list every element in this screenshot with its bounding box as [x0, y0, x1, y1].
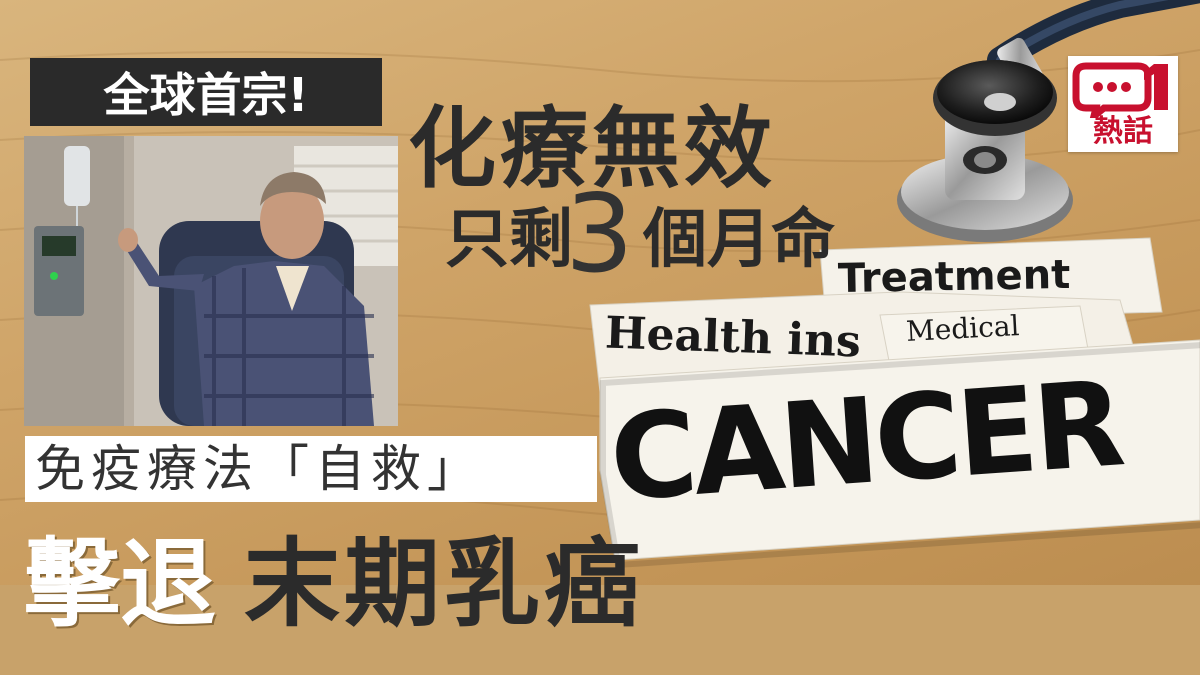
subheadline-band: 免疫療法「自救」: [25, 436, 597, 502]
bottom-band: [0, 585, 1200, 675]
main-title-part2: 末期乳癌: [244, 528, 644, 640]
patient-photo: [24, 136, 398, 426]
headline-line1: 化療無效: [408, 97, 777, 200]
badge-text: 全球首宗!: [103, 68, 309, 122]
headline-line2-suffix: 個月命: [643, 203, 835, 277]
main-title-part1: 擊退: [24, 528, 216, 640]
clipping-health: Health ins: [604, 307, 862, 368]
brand-logo: 01 熱話: [1068, 56, 1178, 152]
paper-clippings: [589, 237, 1200, 569]
stethoscope-icon: [897, 60, 1073, 242]
chat-bubble-icon: [1072, 62, 1168, 118]
subheadline: 免疫療法「自救」: [35, 440, 483, 498]
clipping-medical: Medical: [905, 309, 1021, 348]
clipping-treatment: Treatment: [837, 251, 1071, 303]
brand-logo-label: 熱話: [1093, 114, 1153, 149]
headline-badge: 全球首宗!: [30, 58, 382, 126]
patient-photo-image: [24, 136, 398, 426]
headline-number: 3: [565, 172, 634, 297]
headline-line2-prefix: 只剩: [445, 203, 573, 277]
